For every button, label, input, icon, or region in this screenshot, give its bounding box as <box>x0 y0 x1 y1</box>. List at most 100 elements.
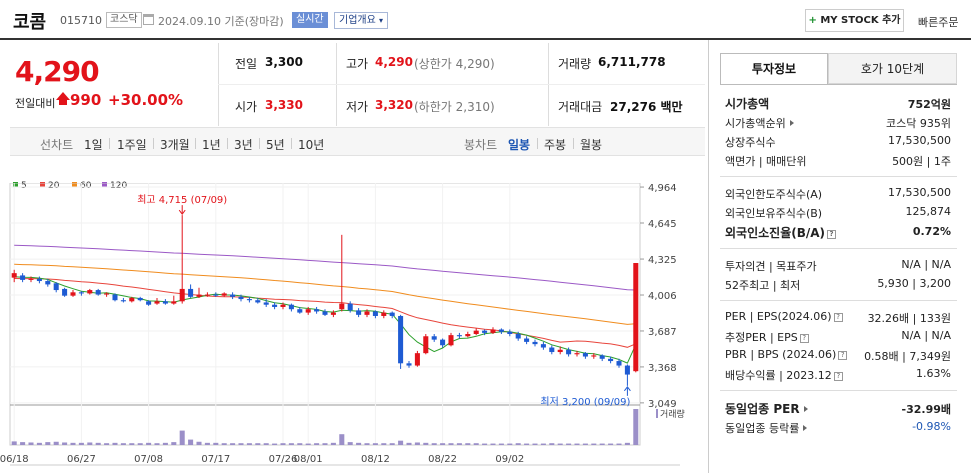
candle <box>381 312 387 316</box>
market-cap-rank-value: 코스닥 935위 <box>886 117 951 130</box>
candle <box>146 301 152 305</box>
period-10y[interactable]: 10년 <box>298 138 325 152</box>
volume-bar <box>566 443 572 445</box>
amount-value: 27,276 백만 <box>610 100 683 114</box>
base-date: 2024.09.10 기준(장마감) <box>158 15 284 28</box>
candle-weekly[interactable]: 주봉 <box>544 138 567 152</box>
add-mystock-label: MY STOCK 추가 <box>820 15 901 26</box>
lower-limit: (하한가 2,310) <box>414 100 495 114</box>
candle <box>137 297 143 301</box>
legend-swatch-ma60 <box>72 182 77 187</box>
volume-bar <box>364 443 370 445</box>
period-3m[interactable]: 3개월 <box>160 138 190 152</box>
market-cap-value: 752억원 <box>907 98 951 111</box>
foreign-ratio-value: 0.72% <box>912 225 951 238</box>
volume-bar <box>322 443 328 445</box>
volume-bar <box>154 443 160 445</box>
volume-bar <box>70 442 76 445</box>
volume-bar <box>574 443 580 445</box>
period-3y[interactable]: 3년 <box>234 138 253 152</box>
open-label: 시가 <box>235 100 258 114</box>
candle <box>263 302 269 305</box>
period-1y[interactable]: 1년 <box>202 138 221 152</box>
help-icon[interactable]: ? <box>833 372 843 381</box>
period-1w[interactable]: 1주일 <box>117 138 147 152</box>
candle <box>154 301 160 304</box>
help-icon[interactable]: ? <box>827 230 837 239</box>
volume-bar <box>221 443 227 445</box>
high-arrow-icon <box>178 209 186 215</box>
divider <box>720 84 957 85</box>
volume-bar <box>549 443 555 445</box>
chevron-down-icon: ▾ <box>379 16 384 25</box>
help-icon[interactable]: ? <box>833 313 843 322</box>
candle-monthly[interactable]: 월봉 <box>580 138 603 152</box>
period-5y[interactable]: 5년 <box>266 138 285 152</box>
calendar-icon <box>143 14 154 25</box>
candle <box>104 293 110 295</box>
dividend-yield-value: 1.63% <box>916 367 951 380</box>
candle <box>45 281 51 285</box>
volume-value: 6,711,778 <box>598 55 666 69</box>
volume-bar <box>540 443 546 445</box>
sector-per-value: -32.99배 <box>901 403 951 416</box>
volume-label: 거래량 <box>558 57 592 71</box>
volume-bar <box>456 443 462 445</box>
tab-orderbook[interactable]: 호가 10단계 <box>828 53 957 84</box>
candle <box>280 304 286 307</box>
company-overview-dropdown[interactable]: 기업개요 ▾ <box>334 12 389 29</box>
open-value: 3,330 <box>265 98 303 112</box>
x-tick-label: 06/27 <box>67 454 96 465</box>
candle <box>364 311 370 315</box>
candle <box>490 329 496 333</box>
tab-invest-info[interactable]: 투자정보 <box>720 53 828 84</box>
volume-bar <box>255 443 261 445</box>
candle <box>465 334 471 337</box>
candle <box>414 353 420 366</box>
candle <box>95 290 101 295</box>
help-icon[interactable]: ? <box>799 334 809 343</box>
volume-bar <box>381 443 387 445</box>
candle <box>532 341 538 345</box>
volume-bar <box>162 442 168 445</box>
y-tick-label: 4,964 <box>648 183 677 194</box>
volume-bar <box>330 442 336 445</box>
volume-bar <box>112 442 118 445</box>
volume-bar <box>356 442 362 445</box>
foreign-holding-value: 125,874 <box>905 205 952 218</box>
candle <box>473 330 479 335</box>
foreign-holding-label: 외국인보유주식수(B) <box>725 207 823 220</box>
legend-label-ma60: 60 <box>80 181 92 191</box>
shares-listed-value: 17,530,500 <box>888 134 951 147</box>
help-icon[interactable]: ? <box>838 351 848 360</box>
candle <box>221 293 227 296</box>
plus-icon: + <box>808 15 817 26</box>
candle <box>255 300 261 303</box>
volume-bar <box>11 441 17 445</box>
period-1d[interactable]: 1일 <box>84 138 103 152</box>
market-cap-label: 시가총액 <box>725 97 770 111</box>
x-tick-label: 08/22 <box>428 454 457 465</box>
volume-bar <box>498 443 504 445</box>
high-annotation: 최고 4,715 (07/09) <box>137 194 227 206</box>
candle <box>70 292 76 296</box>
ma120-line <box>14 244 636 291</box>
price-chart[interactable]: 4,964 4,645 4,325 4,006 3,687 3,368 3,049 06/18… <box>0 183 705 473</box>
volume-bar <box>389 443 395 445</box>
volume-bar <box>280 443 286 445</box>
candle-daily[interactable]: 일봉 <box>508 138 531 152</box>
ma5-line <box>14 276 637 364</box>
add-mystock-button[interactable]: + MY STOCK 추가 <box>805 9 904 32</box>
candle <box>196 294 202 297</box>
candle <box>624 365 630 375</box>
candle <box>305 309 311 313</box>
volume-bar <box>95 442 101 445</box>
volume-bar <box>624 442 630 445</box>
quick-order-link[interactable]: 빠른주문 <box>918 16 959 29</box>
ma60-line <box>14 263 636 325</box>
volume-bar <box>314 443 320 445</box>
line-chart-label: 선차트 <box>40 138 74 152</box>
realtime-button[interactable]: 실시간 <box>292 12 328 28</box>
volume-bar <box>347 442 353 445</box>
volume-bar <box>20 442 26 445</box>
